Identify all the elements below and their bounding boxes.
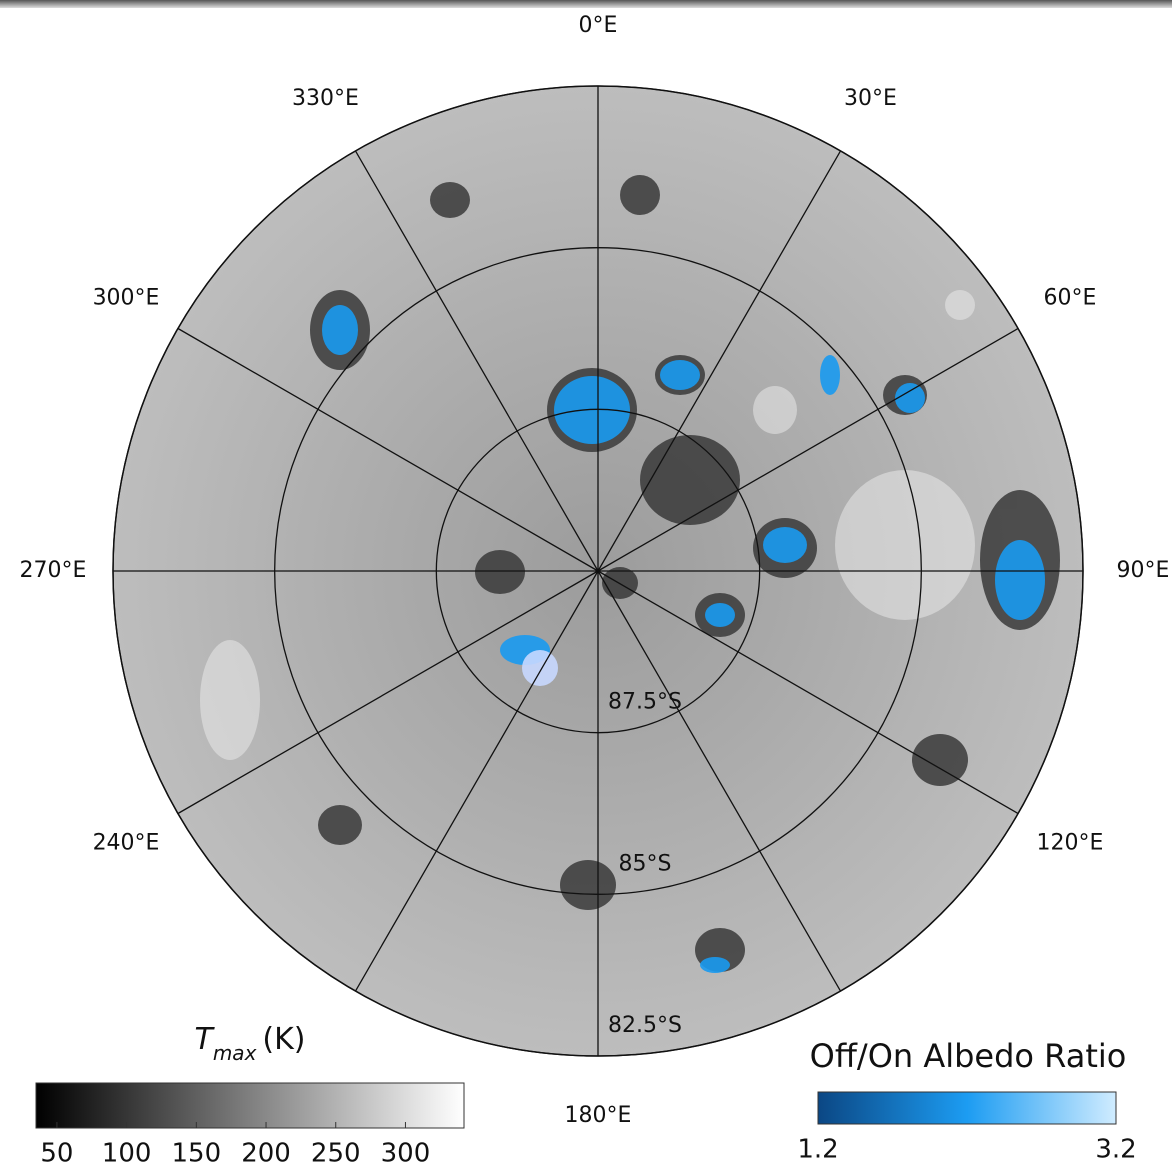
longitude-label: 180°E bbox=[565, 1103, 632, 1128]
longitude-label: 90°E bbox=[1117, 558, 1170, 583]
colorbar-tick-label: 300 bbox=[381, 1139, 431, 1168]
longitude-label: 300°E bbox=[93, 286, 160, 311]
colorbar-tick-label: 250 bbox=[311, 1139, 361, 1168]
colorbar-tick-label: 150 bbox=[172, 1139, 222, 1168]
colorbar-title: Tmax(K) bbox=[195, 1022, 306, 1065]
colorbar-tick-label: 1.2 bbox=[797, 1135, 838, 1165]
longitude-label: 120°E bbox=[1037, 831, 1104, 856]
latitude-label: 82.5°S bbox=[608, 1013, 682, 1038]
longitude-label: 270°E bbox=[20, 558, 87, 583]
longitude-label: 0°E bbox=[579, 13, 618, 38]
longitude-label: 30°E bbox=[844, 86, 897, 111]
colorbar-tick-label: 200 bbox=[241, 1139, 291, 1168]
colorbar-title: Off/On Albedo Ratio bbox=[810, 1037, 1127, 1075]
colorbar-tick-label: 100 bbox=[102, 1139, 152, 1168]
colorbar bbox=[36, 1083, 464, 1128]
latitude-label: 85°S bbox=[619, 851, 672, 876]
longitude-label: 240°E bbox=[93, 831, 160, 856]
longitude-label: 60°E bbox=[1044, 286, 1097, 311]
colorbar-tick-label: 50 bbox=[40, 1139, 73, 1168]
window-edge bbox=[0, 0, 1172, 8]
longitude-label: 330°E bbox=[292, 86, 359, 111]
latitude-label: 87.5°S bbox=[608, 690, 682, 715]
colorbar-title-part: max bbox=[213, 1041, 257, 1065]
map-figure: 87.5°S 85°S 82.5°S 0°E 30°E 60°E 90°E 120°E 180°… bbox=[0, 0, 1172, 1168]
colorbar-tick-label: 3.2 bbox=[1095, 1135, 1136, 1165]
colorbar bbox=[818, 1092, 1116, 1124]
colorbar-title-part: (K) bbox=[262, 1022, 305, 1057]
